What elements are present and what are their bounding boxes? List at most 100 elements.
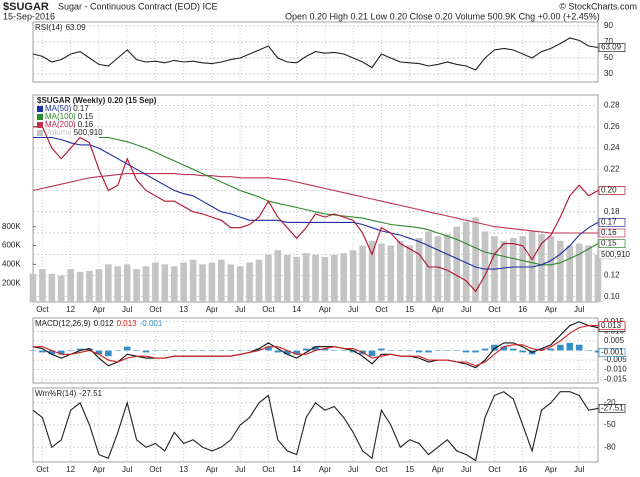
bar [331, 350, 338, 351]
bar [557, 344, 564, 351]
x-tick-label: Apr [93, 465, 106, 474]
x-tick-label: Apr [432, 465, 445, 474]
bar [142, 266, 150, 302]
bar [406, 350, 413, 351]
bar [265, 346, 272, 351]
bar [218, 350, 225, 351]
value-tag-label: 0.20 [601, 186, 617, 195]
quote: Open 0.20 High 0.21 Low 0.20 Close 0.20 … [285, 11, 600, 21]
bar [76, 348, 84, 351]
bar [199, 264, 206, 302]
bar [312, 346, 319, 351]
y-tick-label: 0.24 [604, 143, 620, 152]
legend: Wm%R(14) -27.51 [35, 389, 103, 398]
x-tick-label: Apr [206, 465, 219, 474]
bar [133, 269, 140, 302]
bar [293, 256, 300, 302]
legend-title: Wm%R(14) [35, 389, 77, 398]
x-tick-label: Jul [122, 465, 132, 474]
legend-title: MACD(12,26,9) [35, 319, 91, 328]
bar [67, 269, 74, 302]
bar [462, 222, 470, 302]
bar [67, 350, 74, 351]
x-tick-label: Jul [574, 465, 584, 474]
symbol: $SUGAR [3, 1, 49, 13]
bar [434, 236, 442, 302]
value-tag-label: 0.15 [601, 239, 617, 248]
x-tick-label: Oct [375, 465, 388, 474]
bar [227, 264, 235, 302]
legend-name: MA(50) [45, 104, 72, 113]
legend-value: -0.001 [140, 319, 163, 328]
x-tick-label: Oct [149, 305, 162, 314]
y2-tick-label: 200K [2, 278, 21, 287]
bar [340, 350, 348, 351]
x-tick-label: Apr [432, 305, 445, 314]
y-tick-label: 70 [604, 37, 613, 46]
bar [368, 350, 376, 357]
bar [557, 240, 564, 302]
bar [594, 254, 602, 302]
x-tick-label: 15 [405, 305, 414, 314]
bar [48, 273, 56, 302]
bar [123, 264, 131, 302]
legend-value: -27.51 [79, 389, 102, 398]
line [32, 37, 599, 71]
legend-name: Volume [45, 128, 72, 137]
bar [312, 254, 319, 302]
bar [255, 259, 263, 302]
bar [274, 250, 282, 302]
bar [509, 238, 517, 302]
bar [293, 350, 300, 355]
bar [378, 348, 385, 351]
legend-entry: Volume 500,910 [45, 128, 103, 137]
bar [95, 269, 103, 302]
bar [152, 350, 159, 351]
legend-name: MA(100) [45, 112, 76, 121]
bar [453, 226, 461, 302]
credit: © StockCharts.com [559, 1, 637, 11]
bar [462, 350, 470, 353]
bar [161, 264, 169, 302]
bar [547, 348, 555, 351]
x-tick-label: Oct [262, 465, 275, 474]
bar [265, 254, 272, 302]
bar [472, 350, 479, 353]
y-tick-label: 0.26 [604, 122, 620, 131]
bar [218, 259, 225, 302]
bar [105, 350, 112, 357]
bar [274, 350, 282, 353]
bar [57, 275, 65, 302]
y-tick-label: 0.10 [604, 292, 620, 301]
bar [340, 253, 348, 302]
value-tag [598, 239, 626, 248]
x-tick-label: Oct [36, 465, 49, 474]
y-tick-label: 0.22 [604, 164, 620, 173]
bar [199, 350, 206, 351]
legend-value: 0.16 [78, 120, 94, 129]
legend-value: 0.15 [78, 112, 94, 121]
x-tick-label: Oct [36, 305, 49, 314]
bar [566, 342, 574, 351]
bar [189, 259, 197, 302]
bar [95, 350, 103, 355]
legend-entry: MA(50) 0.17 [45, 104, 89, 113]
bar [236, 266, 244, 302]
bar [396, 350, 404, 351]
bar [406, 245, 413, 302]
bar [500, 240, 508, 302]
x-tick-label: 13 [179, 305, 188, 314]
bar [575, 344, 583, 351]
bar [152, 262, 159, 302]
legend-value: 500,910 [74, 128, 103, 137]
y-tick-label: -0.015 [604, 374, 627, 383]
value-tag [598, 250, 626, 260]
y-tick-label: -80 [604, 442, 616, 451]
bar [246, 350, 253, 351]
bar [189, 350, 197, 351]
bar [105, 264, 112, 302]
legend-swatch [37, 106, 43, 112]
legend-swatch [37, 122, 43, 128]
bar [246, 262, 253, 302]
x-tick-label: Apr [545, 465, 558, 474]
